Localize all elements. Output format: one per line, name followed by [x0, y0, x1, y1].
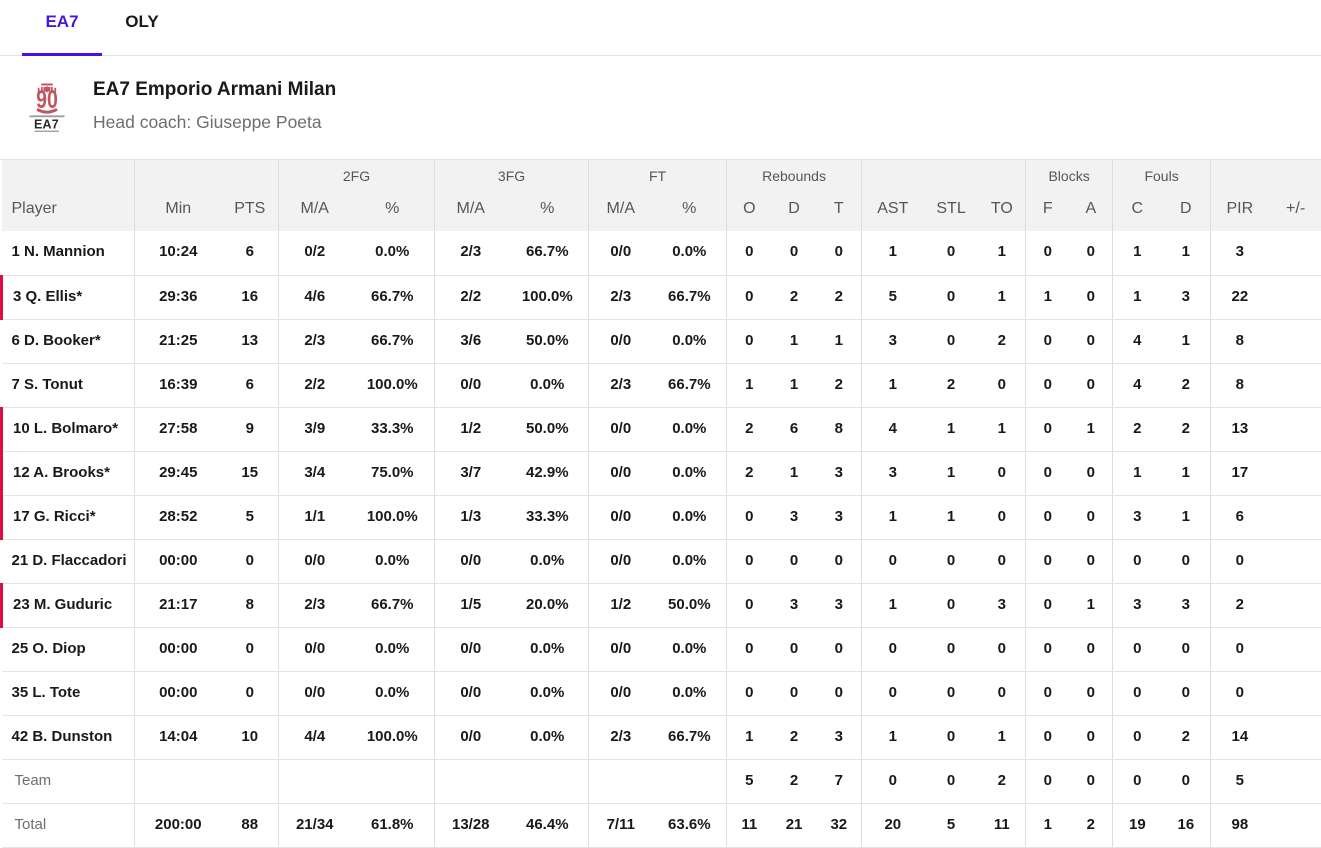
svg-text:90: 90	[36, 86, 58, 114]
svg-text:EA7: EA7	[34, 117, 59, 131]
